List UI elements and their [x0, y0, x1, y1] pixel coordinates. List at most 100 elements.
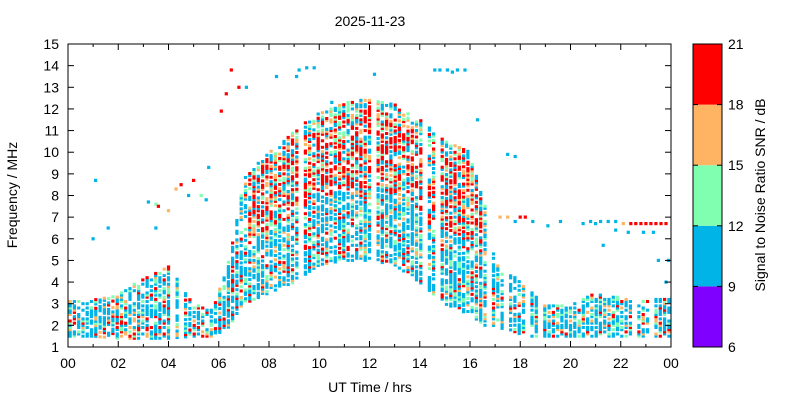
snr-cell [402, 232, 406, 236]
snr-cell [414, 243, 419, 247]
snr-point [634, 222, 638, 226]
snr-cell [385, 186, 389, 190]
snr-cell [312, 247, 316, 251]
snr-cell [124, 300, 128, 303]
snr-cell [367, 150, 372, 154]
snr-cell [196, 328, 200, 332]
snr-cell [654, 315, 658, 319]
snr-cell [543, 328, 547, 332]
snr-cell [543, 334, 547, 338]
snr-cell [466, 249, 470, 253]
snr-cell [462, 191, 466, 195]
y-tick-label: 7 [51, 209, 59, 225]
snr-cell [295, 166, 299, 170]
snr-cell [547, 315, 551, 319]
snr-cell [261, 205, 265, 209]
snr-cell [316, 153, 320, 157]
snr-cell [564, 326, 568, 329]
snr-cell [560, 317, 564, 321]
snr-cell [414, 152, 419, 156]
snr-cell [286, 268, 290, 271]
snr-cell [295, 272, 299, 276]
snr-cell [278, 152, 282, 156]
snr-cell [363, 172, 367, 176]
snr-cell [419, 249, 423, 252]
snr-cell [248, 288, 252, 292]
snr-cell [218, 317, 222, 321]
snr-cell [346, 196, 350, 200]
snr-cell [457, 221, 461, 225]
snr-cell [483, 302, 487, 306]
snr-cell [226, 267, 230, 271]
snr-cell [449, 244, 453, 248]
snr-cell [111, 310, 115, 314]
snr-cell [410, 173, 414, 177]
snr-cell [243, 266, 248, 270]
snr-cell [560, 319, 564, 323]
snr-cell [402, 208, 406, 212]
snr-cell [290, 140, 295, 144]
snr-cell [355, 109, 359, 113]
snr-cell [316, 142, 320, 146]
snr-cell [145, 280, 149, 284]
snr-cell [509, 324, 513, 327]
snr-cell [479, 286, 483, 290]
snr-cell [462, 215, 466, 218]
snr-cell [521, 304, 526, 308]
snr-cell [432, 216, 436, 220]
snr-cell [239, 270, 243, 273]
snr-cell [376, 176, 380, 179]
snr-cell [453, 295, 457, 299]
snr-cell [376, 108, 380, 112]
snr-cell [184, 322, 188, 326]
snr-cell [290, 214, 295, 218]
snr-cell [402, 256, 406, 260]
snr-cell [256, 261, 260, 265]
snr-cell [338, 108, 342, 112]
snr-cell [338, 110, 342, 114]
snr-cell [333, 258, 337, 262]
snr-cell [410, 242, 414, 246]
snr-cell [500, 279, 504, 283]
snr-cell [491, 302, 496, 306]
snr-cell [265, 251, 269, 255]
snr-cell [479, 229, 483, 233]
snr-cell [303, 212, 307, 216]
snr-cell [573, 317, 577, 321]
snr-cell [479, 320, 483, 324]
snr-cell [380, 172, 384, 176]
y-tick-label: 9 [51, 166, 59, 182]
snr-cell [367, 228, 372, 232]
snr-cell [205, 310, 209, 314]
snr-cell [466, 214, 470, 218]
snr-cell [188, 322, 192, 325]
snr-cell [457, 208, 461, 212]
snr-cell [483, 278, 487, 282]
snr-cell [154, 315, 158, 319]
snr-point [433, 68, 437, 72]
snr-cell [402, 146, 406, 150]
snr-point [207, 165, 211, 169]
snr-cell [402, 247, 406, 251]
snr-cell [440, 209, 444, 212]
snr-cell [376, 137, 380, 140]
snr-cell [290, 253, 295, 257]
snr-cell [278, 206, 282, 210]
snr-point [154, 202, 158, 206]
snr-cell [389, 150, 393, 154]
snr-cell [444, 259, 449, 263]
snr-cell [312, 173, 316, 177]
snr-cell [235, 301, 239, 305]
snr-cell [350, 176, 354, 180]
snr-cell [432, 149, 436, 153]
snr-cell [615, 315, 620, 319]
snr-cell [350, 137, 354, 141]
snr-cell [363, 209, 367, 213]
snr-cell [363, 245, 367, 249]
snr-cell [393, 226, 397, 230]
snr-cell [419, 143, 423, 146]
snr-cell [320, 219, 325, 223]
snr-cell [479, 203, 483, 207]
snr-cell [402, 252, 406, 256]
snr-cell [663, 326, 667, 329]
